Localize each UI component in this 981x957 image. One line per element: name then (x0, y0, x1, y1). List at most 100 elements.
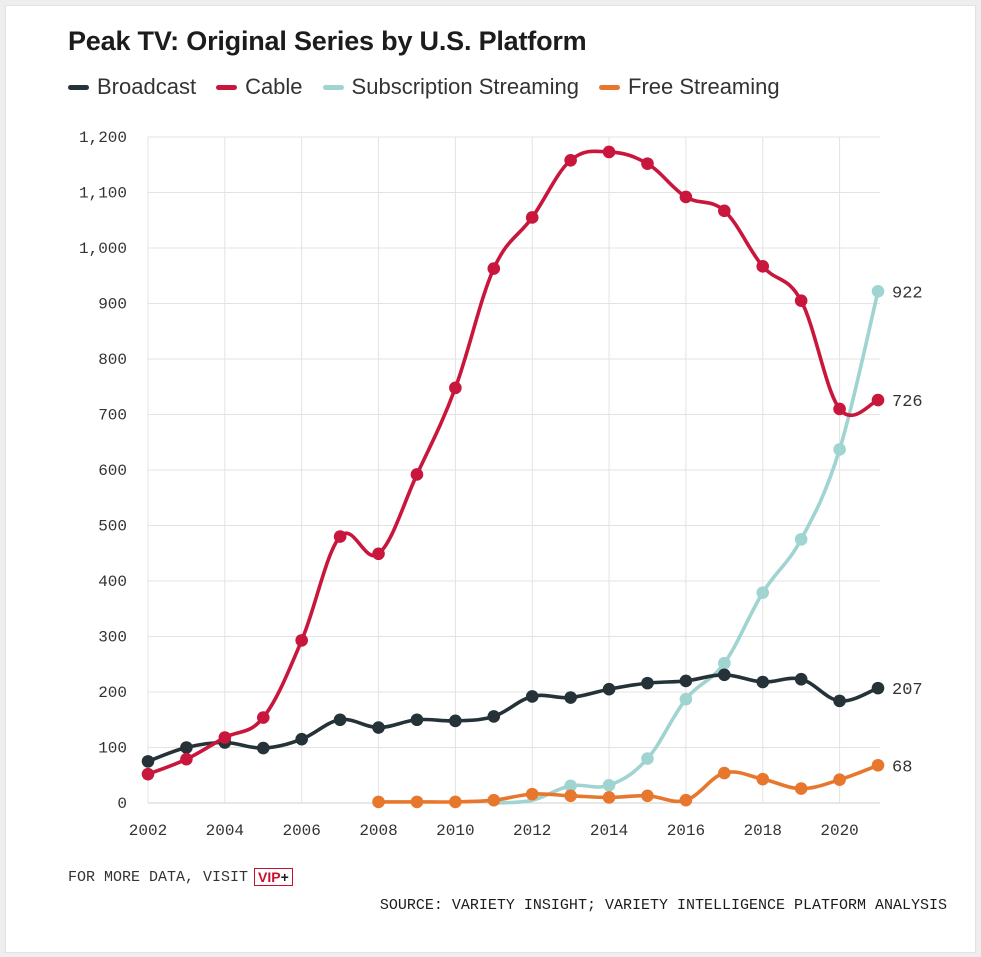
y-tick-label: 800 (98, 351, 127, 369)
data-point-broadcast (372, 721, 385, 734)
legend-item-broadcast: Broadcast (68, 74, 196, 100)
y-tick-label: 300 (98, 629, 127, 647)
end-label-cable: 726 (892, 393, 923, 412)
data-point-cable (602, 145, 616, 159)
data-point-broadcast (410, 713, 424, 727)
x-tick-label: 2014 (590, 822, 628, 840)
data-point-free-streaming (756, 772, 770, 786)
data-point-cable (218, 731, 232, 744)
data-point-free-streaming (525, 787, 539, 801)
data-point-broadcast (756, 675, 770, 689)
data-point-cable (794, 294, 808, 308)
x-tick-label: 2020 (820, 822, 858, 840)
data-point-subscription-streaming (756, 586, 770, 599)
legend-swatch-cable (216, 84, 238, 90)
data-point-cable (564, 154, 577, 167)
data-point-broadcast (871, 681, 885, 695)
data-point-broadcast (602, 682, 616, 696)
data-point-cable (641, 157, 654, 170)
data-point-broadcast (525, 690, 539, 703)
data-point-broadcast (641, 676, 654, 690)
legend-swatch-subscription-streaming (322, 84, 344, 90)
y-tick-label: 900 (98, 296, 127, 314)
legend-label-broadcast: Broadcast (97, 74, 197, 99)
data-point-subscription-streaming (564, 779, 577, 793)
data-point-broadcast (679, 674, 693, 688)
data-point-free-streaming (794, 782, 808, 795)
data-point-cable (679, 190, 693, 204)
data-point-broadcast (564, 691, 577, 704)
source-note: SOURCE: VARIETY INSIGHT; VARIETY INTELLI… (379, 897, 947, 914)
y-tick-label: 700 (98, 407, 127, 425)
data-point-cable (410, 468, 424, 481)
data-point-broadcast (180, 741, 193, 754)
data-point-free-streaming (641, 789, 654, 803)
y-tick-label: 1,200 (79, 129, 127, 147)
legend-item-free-streaming: Free Streaming (599, 74, 780, 100)
chart-title: Peak TV: Original Series by U.S. Platfor… (68, 26, 587, 56)
x-tick-label: 2006 (282, 822, 320, 840)
legend-swatch-broadcast (68, 84, 89, 90)
end-label-broadcast: 207 (892, 681, 923, 700)
legend-label-cable: Cable (245, 74, 303, 99)
x-tick-label: 2016 (667, 822, 705, 840)
legend-swatch-free-streaming (599, 84, 620, 90)
footer-more-text: FOR MORE DATA, VISIT (68, 868, 249, 886)
data-point-broadcast (141, 755, 155, 768)
vip-plus-sign: + (280, 869, 289, 885)
vip-plus-link[interactable]: VIP+ (254, 868, 293, 886)
y-tick-label: 100 (98, 740, 127, 758)
data-point-free-streaming (564, 789, 577, 803)
y-tick-label: 1,100 (79, 185, 127, 203)
data-point-broadcast (718, 668, 731, 682)
data-point-free-streaming (449, 795, 462, 809)
data-point-broadcast (295, 732, 308, 746)
data-point-subscription-streaming (833, 443, 846, 456)
end-label-subscription-streaming: 922 (892, 284, 923, 303)
x-tick-label: 2004 (206, 822, 244, 840)
y-tick-label: 1,000 (79, 240, 127, 258)
data-point-free-streaming (871, 758, 885, 772)
data-point-subscription-streaming (641, 752, 654, 765)
y-tick-label: 500 (98, 518, 127, 536)
x-tick-label: 2002 (129, 822, 167, 840)
legend-item-subscription-streaming: Subscription Streaming (322, 74, 579, 100)
data-point-cable (833, 402, 846, 416)
data-point-cable (487, 262, 501, 275)
y-tick-label: 400 (98, 573, 127, 591)
data-point-cable (372, 547, 385, 561)
data-point-broadcast (333, 713, 347, 727)
data-point-cable (333, 530, 347, 543)
data-point-cable (718, 204, 731, 218)
data-point-free-streaming (679, 793, 693, 807)
data-point-broadcast (449, 714, 462, 728)
data-point-free-streaming (602, 791, 616, 804)
legend-label-free-streaming: Free Streaming (628, 74, 780, 99)
data-point-subscription-streaming (871, 284, 885, 298)
data-point-cable (141, 767, 155, 781)
data-point-subscription-streaming (794, 533, 808, 546)
data-point-free-streaming (718, 766, 731, 780)
data-point-cable (180, 752, 193, 766)
legend: Broadcast Cable Subscription Streaming F… (68, 74, 780, 100)
end-label-free-streaming: 68 (892, 758, 912, 777)
data-point-cable (449, 381, 462, 395)
data-point-broadcast (794, 672, 808, 686)
data-point-cable (756, 260, 770, 273)
data-point-broadcast (487, 710, 501, 723)
x-tick-label: 2008 (359, 822, 397, 840)
x-tick-label: 2010 (436, 822, 474, 840)
y-tick-label: 0 (117, 795, 127, 813)
data-point-free-streaming (833, 773, 846, 786)
data-point-free-streaming (410, 795, 424, 809)
data-point-subscription-streaming (602, 778, 616, 792)
legend-label-subscription-streaming: Subscription Streaming (351, 74, 579, 99)
data-point-broadcast (256, 741, 270, 755)
data-point-cable (256, 711, 270, 724)
data-point-free-streaming (487, 793, 501, 807)
x-tick-label: 2018 (744, 822, 782, 840)
data-point-broadcast (833, 694, 846, 708)
y-tick-label: 600 (98, 462, 127, 480)
data-point-free-streaming (372, 795, 385, 809)
data-point-cable (525, 211, 539, 224)
